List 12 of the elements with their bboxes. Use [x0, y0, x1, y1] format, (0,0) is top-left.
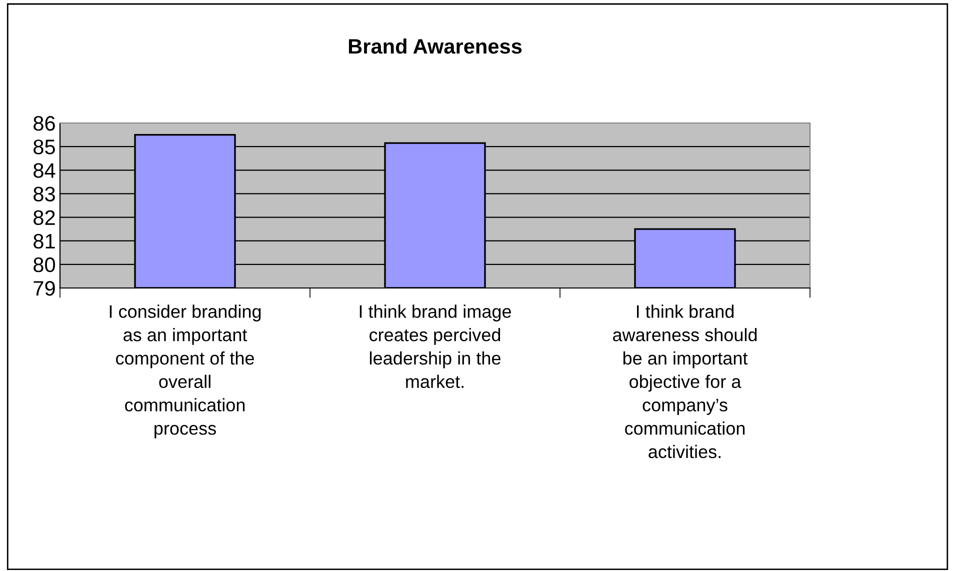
y-tick-label: 81: [34, 234, 55, 249]
x-tick-label: I think brand awareness should be an important objective for a company’s communication activities.: [613, 304, 757, 458]
y-tick-label: 86: [34, 116, 55, 131]
x-tick-label: I consider branding as an important component of the overall communication process: [110, 304, 261, 438]
y-tick-label: 82: [34, 210, 55, 226]
y-tick-label: 79: [34, 281, 55, 296]
y-tick-label: 85: [34, 140, 55, 154]
y-tick-label: 84: [34, 163, 56, 178]
x-tick-label: I think brand image creates percived leadership in the market.: [360, 304, 511, 388]
y-tick-label: 80: [34, 257, 56, 272]
chart-title: Brand Awareness: [348, 38, 522, 54]
y-tick-label: 83: [34, 186, 55, 202]
